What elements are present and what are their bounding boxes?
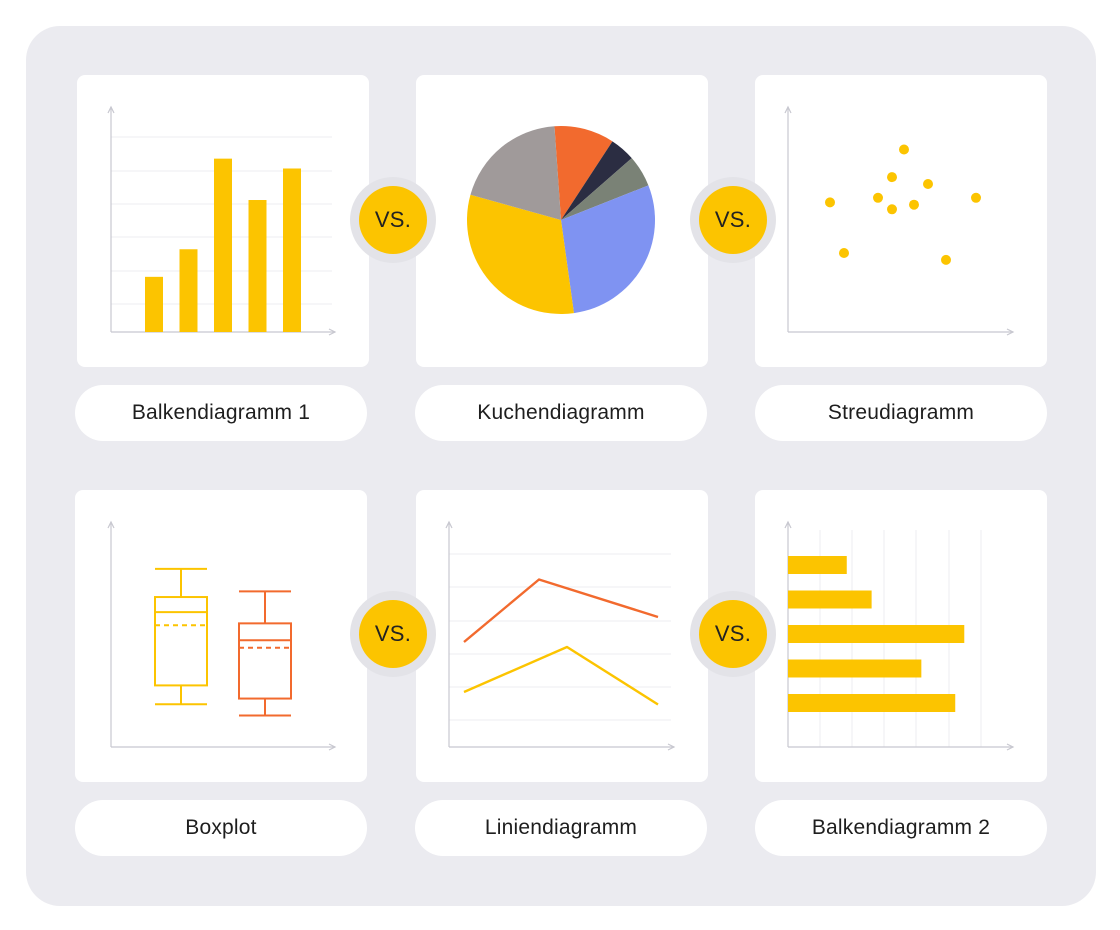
- bar: [179, 249, 198, 332]
- bar: [283, 168, 301, 332]
- scatter-point: [825, 197, 835, 208]
- boxplot-chart: [107, 520, 337, 751]
- pie-slice: [561, 141, 632, 220]
- pie-slice: [561, 158, 649, 220]
- vs-badge-4: VS.: [690, 591, 776, 677]
- vs-text: VS.: [359, 186, 427, 254]
- x-axis-arrow: [1006, 328, 1015, 336]
- x-axis-arrow: [328, 328, 337, 336]
- bar: [788, 556, 847, 574]
- pie-slice: [561, 185, 655, 314]
- card-bar-chart-2: [755, 490, 1047, 782]
- card-line-chart: [416, 490, 708, 782]
- scatter-point: [899, 144, 909, 155]
- vs-badge-2: VS.: [690, 177, 776, 263]
- bar: [788, 625, 965, 643]
- pie-slice: [470, 126, 561, 220]
- label-bar-chart-2: Balkendiagramm 2: [755, 800, 1047, 856]
- bar: [145, 276, 163, 332]
- vs-badge-1: VS.: [350, 177, 436, 263]
- label-line-chart: Liniendiagramm: [415, 800, 707, 856]
- pie-slice: [467, 194, 574, 314]
- bar: [788, 694, 956, 712]
- scatter-chart: [784, 105, 1015, 336]
- scatter-point: [923, 179, 933, 189]
- x-axis-arrow: [667, 743, 676, 751]
- scatter-point: [839, 248, 849, 258]
- vs-text: VS.: [359, 600, 427, 668]
- line-series: [463, 645, 659, 706]
- bar: [788, 659, 922, 678]
- line-chart: [445, 520, 676, 751]
- y-axis-arrow: [784, 520, 792, 529]
- line-series: [463, 578, 659, 643]
- card-bar-chart-1: [77, 75, 369, 367]
- card-pie-chart: [416, 75, 708, 367]
- scatter-point: [971, 192, 981, 203]
- bar-chart-horizontal: [784, 520, 1015, 751]
- scatter-point: [909, 199, 919, 210]
- label-bar-chart-1: Balkendiagramm 1: [75, 385, 367, 441]
- label-pie-chart: Kuchendiagramm: [415, 385, 707, 441]
- label-scatter-chart: Streudiagramm: [755, 385, 1047, 441]
- scatter-point: [941, 254, 951, 265]
- y-axis-arrow: [107, 105, 115, 114]
- bar: [788, 590, 872, 609]
- x-axis-arrow: [1006, 743, 1015, 751]
- card-boxplot: [75, 490, 367, 782]
- scatter-point: [873, 192, 883, 203]
- vs-text: VS.: [699, 186, 767, 254]
- pie-slice: [554, 126, 613, 220]
- bar-chart-vertical: [107, 105, 337, 336]
- y-axis-arrow: [107, 520, 115, 529]
- card-scatter-chart: [755, 75, 1047, 367]
- pie-chart: [467, 126, 655, 314]
- scatter-point: [887, 172, 897, 183]
- box: [154, 596, 208, 687]
- label-boxplot: Boxplot: [75, 800, 367, 856]
- bar: [248, 200, 267, 332]
- x-axis-arrow: [328, 743, 337, 751]
- bar: [214, 158, 232, 332]
- vs-badge-3: VS.: [350, 591, 436, 677]
- scatter-point: [887, 204, 897, 215]
- y-axis-arrow: [784, 105, 792, 114]
- y-axis-arrow: [445, 520, 453, 529]
- vs-text: VS.: [699, 600, 767, 668]
- box: [238, 622, 292, 700]
